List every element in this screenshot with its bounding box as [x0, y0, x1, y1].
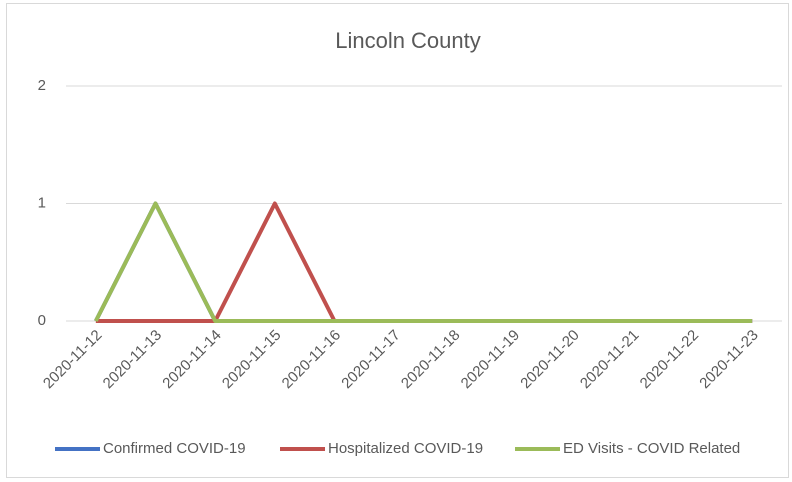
series-line [94, 201, 753, 323]
legend-label: Hospitalized COVID-19 [328, 440, 483, 457]
y-tick-label: 0 [38, 312, 46, 329]
legend-label: Confirmed COVID-19 [103, 440, 246, 457]
legend-label: ED Visits - COVID Related [563, 440, 740, 457]
y-tick-label: 1 [38, 194, 46, 211]
chart-frame [6, 3, 789, 478]
y-tick-label: 2 [38, 77, 46, 94]
chart-title: Lincoln County [335, 28, 481, 53]
